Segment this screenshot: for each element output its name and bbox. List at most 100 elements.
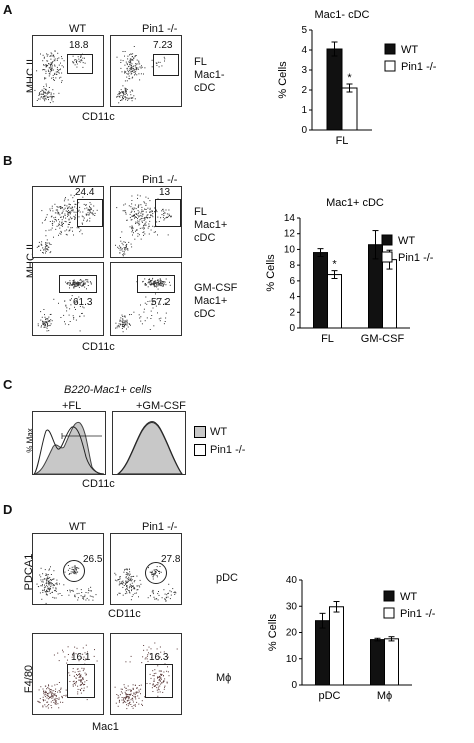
y-tick-label: 0 [291,680,297,691]
flow-event-dot [89,207,91,208]
flow-event-dot [117,705,119,707]
flow-event-dot [81,59,82,61]
flow-event-dot [58,682,60,683]
header-ko: Pin1 -/- [142,174,178,186]
flow-event-dot [53,93,55,95]
flow-event-dot [40,91,42,92]
flow-event-dot [134,74,135,76]
flow-event-dot [133,46,135,47]
flow-event-dot [92,213,94,215]
flow-event-dot [125,90,127,92]
flow-event-dot [48,704,50,705]
flow-event-dot [149,211,151,213]
flow-event-dot [64,656,66,658]
flow-event-dot [44,100,46,102]
flow-event-dot [136,281,138,283]
flow-event-dot [142,704,143,706]
flow-event-dot [48,242,50,244]
flow-event-dot [66,310,68,312]
flow-event-dot [42,252,44,254]
header-wt: WT [69,521,87,533]
flow-event-dot [67,646,69,648]
legend-label: Pin1 -/- [398,252,434,264]
flow-event-dot [51,579,52,581]
histogram-gm-csf [112,411,186,475]
flow-event-dot [83,282,85,284]
flow-event-dot [70,227,72,229]
flow-event-dot [136,687,138,689]
flow-event-dot [123,697,124,699]
flow-event-dot [40,93,42,95]
flow-event-dot [64,207,66,209]
flow-event-dot [42,97,44,99]
flow-event-dot [40,326,42,328]
flow-event-dot [124,55,125,57]
flow-event-dot [69,287,70,289]
flow-event-dot [130,655,132,657]
flow-event-dot [130,693,132,695]
panel-letter-c: C [3,377,13,392]
flow-event-dot [140,238,142,240]
flow-event-dot [72,671,74,673]
flow-event-dot [157,312,158,314]
flow-event-dot [114,686,116,688]
flow-event-dot [46,327,48,329]
flow-event-dot [155,305,157,307]
flow-event-dot [122,326,124,328]
flow-event-dot [122,324,124,326]
gate-percent: 18.8 [69,40,89,51]
flow-event-dot [164,593,166,595]
flow-event-dot [137,67,139,69]
flow-event-dot [85,214,87,216]
flow-event-dot [50,244,52,245]
flow-event-dot [39,592,41,594]
flow-event-dot [136,213,138,215]
flow-event-dot [160,317,162,319]
flow-event-dot [45,318,46,320]
flow-event-dot [155,293,156,295]
flow-event-dot [158,221,160,222]
flow-event-dot [46,695,48,697]
flow-event-dot [60,688,62,690]
flow-event-dot [87,212,89,214]
flow-event-dot [146,216,148,218]
flow-event-dot [89,209,90,211]
flow-event-dot [61,231,62,233]
flow-event-dot [167,593,169,594]
flow-event-dot [159,677,161,679]
flow-event-dot [140,320,142,322]
col-label: +FL [62,400,82,412]
gate-percent: 27.8 [161,554,181,565]
flow-event-dot [138,685,140,686]
flow-event-dot [46,53,48,55]
flow-event-dot [41,585,43,587]
flow-event-dot [116,325,118,327]
flow-event-dot [159,279,161,281]
flow-event-dot [153,283,155,284]
flow-event-dot [144,284,146,286]
flow-event-dot [86,279,88,281]
flow-event-dot [143,231,145,233]
flow-event-dot [119,320,121,321]
flow-event-dot [124,691,126,693]
panel-letter-d: D [3,502,13,517]
flow-event-dot [126,324,128,326]
flow-event-dot [46,691,47,693]
y-tick-label: 6 [289,276,295,287]
flow-event-dot [78,209,80,211]
flow-event-dot [128,579,129,581]
flow-event-dot [77,285,79,287]
flow-event-dot [118,701,120,703]
flow-event-dot [58,698,60,700]
flow-event-dot [50,566,51,568]
flow-event-dot [128,72,130,74]
flow-plot-d-mac-ko: 16.3 [110,633,182,715]
flow-event-dot [80,690,81,691]
flow-event-dot [137,197,138,199]
flow-event-dot [75,60,77,62]
flow-event-dot [79,59,81,61]
flow-event-dot [43,589,45,591]
flow-event-dot [159,678,161,680]
chart-title: Mac1+ cDC [326,197,384,209]
